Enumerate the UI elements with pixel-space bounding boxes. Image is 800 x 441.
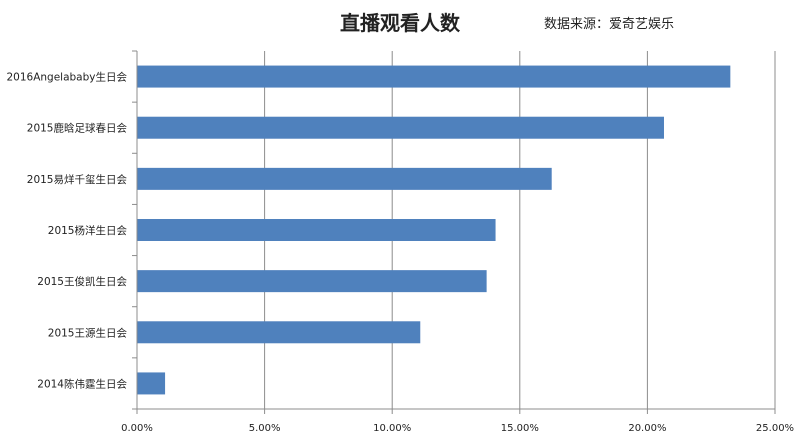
chart-title: 直播观看人数 (340, 11, 461, 35)
bar (137, 65, 731, 88)
bar (137, 167, 552, 190)
x-tick-label: 20.00% (628, 423, 666, 434)
category-label: 2016Angelababy生日会 (6, 71, 127, 84)
category-labels: 2016Angelababy生日会 2015鹿晗足球春日会 2015易烊千玺生日会 2… (6, 71, 127, 391)
category-label: 2015王源生日会 (48, 326, 128, 339)
category-label: 2014陈伟霆生日会 (37, 377, 127, 390)
category-label: 2015易烊千玺生日会 (27, 173, 128, 186)
bar (137, 372, 166, 395)
x-tick-label: 15.00% (501, 423, 539, 434)
x-tick-labels: 0.00% 5.00% 10.00% 15.00% 20.00% 25.00% (121, 423, 794, 434)
x-tick-label: 0.00% (121, 423, 153, 434)
bars (137, 65, 731, 395)
category-label: 2015杨洋生日会 (48, 224, 128, 237)
bar (137, 116, 664, 139)
category-label: 2015王俊凯生日会 (37, 275, 127, 288)
x-tick-label: 25.00% (756, 423, 794, 434)
x-tick-label: 5.00% (249, 423, 281, 434)
source-note: 数据来源：爱奇艺娱乐 (544, 16, 674, 32)
bar (137, 219, 496, 241)
bar (137, 270, 487, 293)
category-label: 2015鹿晗足球春日会 (27, 122, 128, 135)
gridlines (132, 50, 776, 414)
bar (137, 321, 421, 344)
x-tick-label: 10.00% (373, 423, 411, 434)
